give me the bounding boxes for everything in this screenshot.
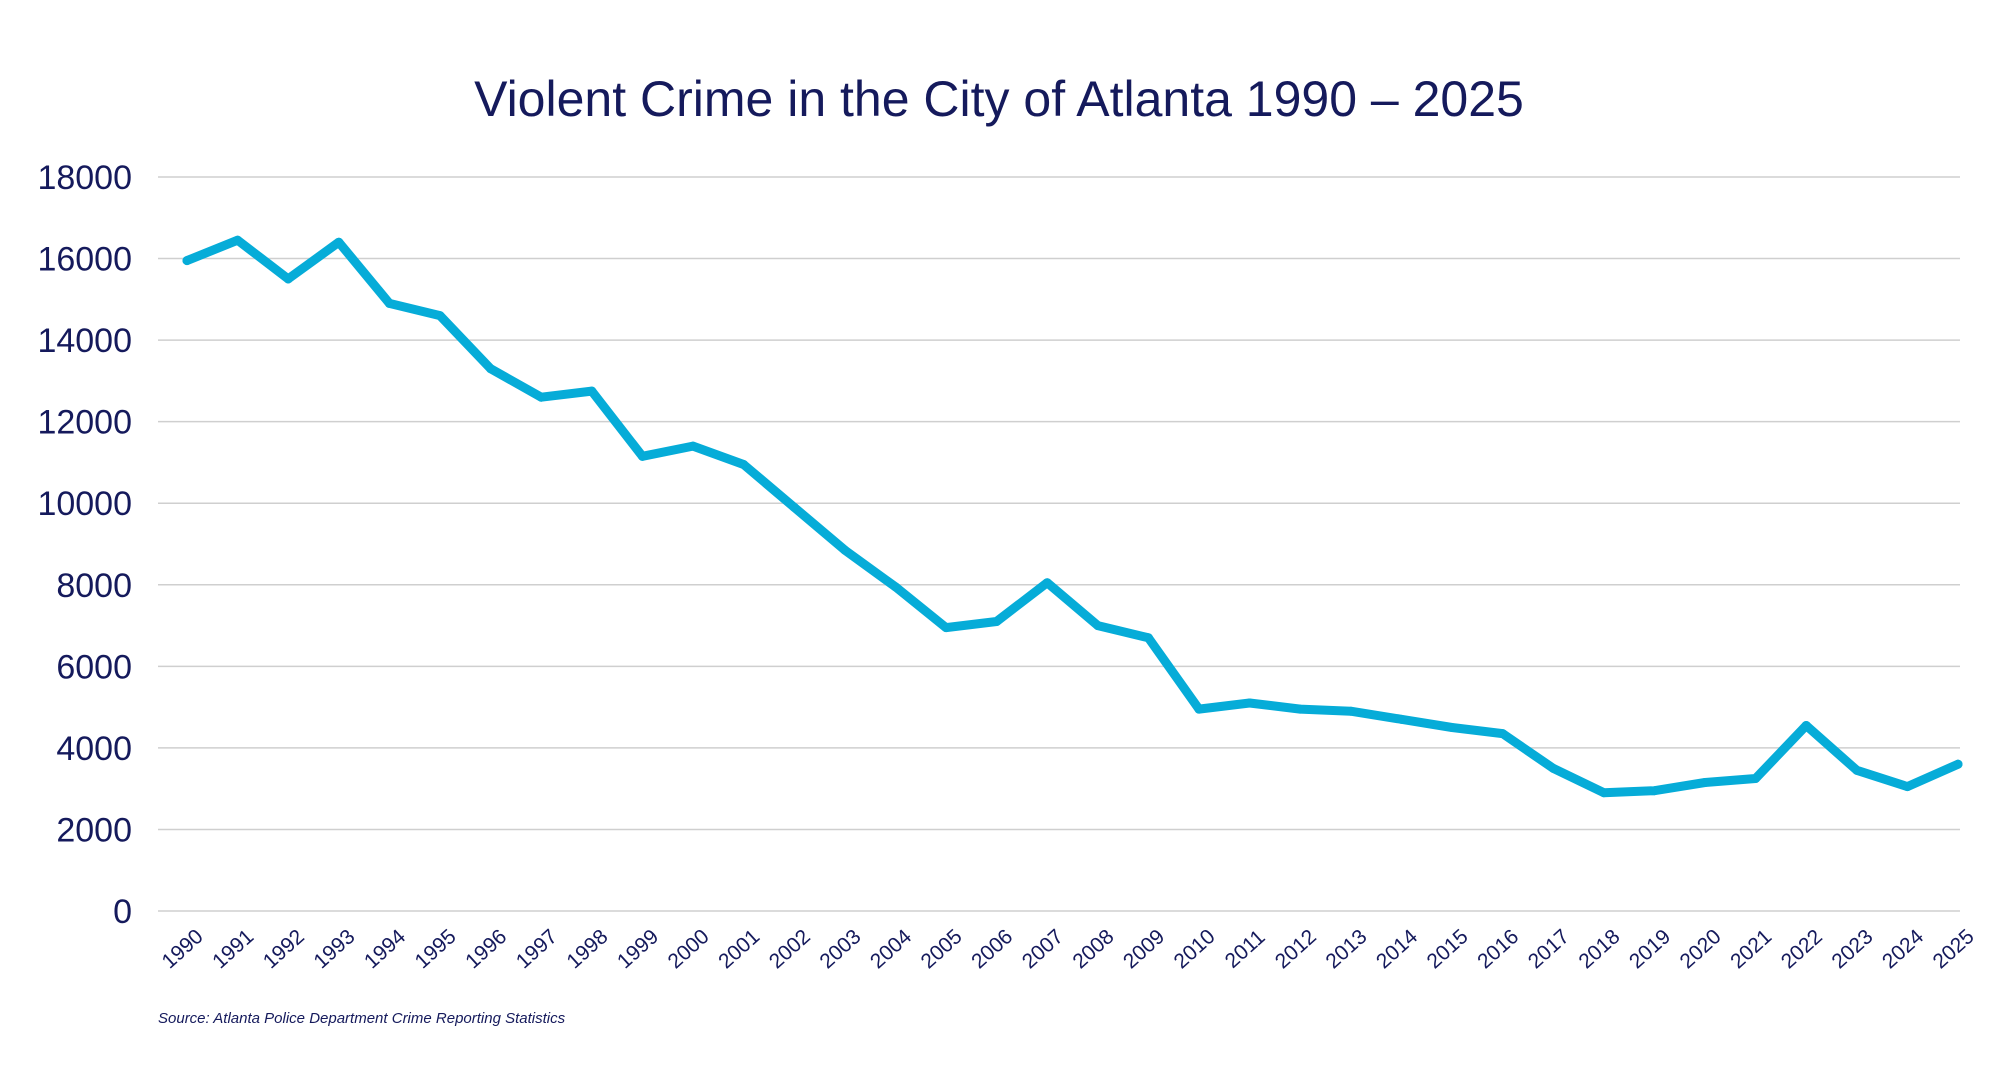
data-point-2015 — [1447, 723, 1457, 732]
source-note: Source: Atlanta Police Department Crime … — [158, 1010, 566, 1027]
x-tick-label: 2007 — [1018, 925, 1068, 973]
x-tick-label: 2011 — [1221, 926, 1270, 973]
data-point-2007 — [1042, 578, 1052, 588]
x-tick-label: 1990 — [158, 925, 208, 973]
x-tick-label: 2020 — [1676, 925, 1726, 973]
x-tick-label: 2001 — [714, 925, 764, 973]
x-tick-label: 2018 — [1574, 925, 1624, 973]
data-point-2003 — [840, 545, 850, 555]
data-point-2011 — [1245, 698, 1255, 708]
y-tick-label: 16000 — [37, 241, 132, 279]
x-tick-label: 2019 — [1625, 925, 1675, 973]
grid-layer — [158, 176, 1960, 912]
data-point-2016 — [1498, 729, 1508, 739]
x-tick-label: 2021 — [1726, 925, 1776, 973]
data-point-2023 — [1852, 765, 1862, 775]
series-line — [182, 235, 1963, 798]
data-point-2002 — [789, 502, 799, 512]
data-point-2010 — [1194, 704, 1204, 714]
y-axis-labels: 0 2000 4000 6000 8000 10000 12000 14000 16000 180… — [37, 159, 132, 931]
y-tick-label: 12000 — [37, 404, 132, 442]
data-point-1998 — [587, 386, 597, 396]
data-point-2012 — [1295, 704, 1305, 714]
series-layer — [182, 235, 1963, 798]
data-point-2024 — [1902, 782, 1912, 792]
data-point-2013 — [1346, 706, 1356, 716]
y-tick-label: 4000 — [56, 730, 132, 768]
x-tick-label: 1998 — [562, 925, 612, 973]
data-point-2006 — [992, 616, 1002, 626]
chart-title: Violent Crime in the City of Atlanta 199… — [474, 71, 1524, 127]
x-tick-label: 2023 — [1827, 925, 1877, 973]
x-tick-label: 1995 — [411, 925, 461, 973]
data-point-1997 — [536, 392, 546, 402]
x-tick-label: 1999 — [613, 925, 663, 973]
x-tick-label: 2010 — [1170, 925, 1220, 973]
data-point-2001 — [739, 459, 749, 469]
data-point-1999 — [637, 451, 647, 461]
data-point-1992 — [283, 274, 293, 284]
data-point-2020 — [1700, 778, 1710, 788]
data-point-2009 — [1143, 633, 1153, 643]
y-tick-label: 14000 — [37, 322, 132, 360]
data-point-1990 — [182, 256, 192, 266]
x-tick-label: 2000 — [664, 925, 714, 973]
data-point-1993 — [334, 237, 344, 247]
x-tick-label: 2003 — [815, 925, 865, 973]
x-tick-label: 2015 — [1423, 925, 1473, 973]
x-tick-label: 1991 — [208, 925, 258, 973]
data-point-1991 — [233, 235, 243, 245]
data-point-1995 — [435, 311, 445, 321]
x-tick-label: 1993 — [309, 925, 359, 973]
x-tick-label: 1994 — [360, 925, 410, 974]
x-tick-label: 2025 — [1929, 925, 1979, 973]
data-point-2005 — [941, 623, 951, 633]
x-tick-label: 2005 — [917, 925, 967, 973]
data-point-1996 — [486, 364, 496, 374]
x-tick-label: 2008 — [1068, 925, 1118, 973]
y-tick-label: 6000 — [56, 648, 132, 686]
x-tick-label: 1996 — [461, 925, 511, 973]
x-axis-labels: 1990 1991 1992 1993 1994 1995 1996 1997 1998 1999… — [158, 925, 1979, 974]
data-point-2025 — [1953, 759, 1963, 769]
x-tick-label: 2016 — [1473, 925, 1523, 973]
y-tick-label: 2000 — [56, 811, 132, 849]
y-tick-label: 18000 — [37, 159, 132, 197]
x-tick-label: 2024 — [1878, 925, 1928, 974]
data-point-2014 — [1396, 714, 1406, 724]
x-tick-label: 2004 — [866, 925, 916, 974]
y-tick-label: 10000 — [37, 485, 132, 523]
x-tick-label: 2009 — [1119, 925, 1169, 973]
data-point-2008 — [1093, 621, 1103, 631]
x-tick-label: 2014 — [1372, 925, 1422, 974]
data-point-2022 — [1801, 720, 1811, 730]
y-tick-label: 0 — [113, 893, 132, 931]
data-point-2019 — [1649, 786, 1659, 796]
x-tick-label: 2002 — [765, 925, 815, 973]
data-point-2021 — [1751, 773, 1761, 783]
y-tick-label: 8000 — [56, 567, 132, 605]
x-tick-label: 2006 — [967, 925, 1017, 973]
x-tick-label: 2017 — [1524, 925, 1574, 973]
data-point-2004 — [890, 582, 900, 592]
x-tick-label: 2012 — [1271, 925, 1321, 973]
x-tick-label: 1992 — [259, 925, 309, 973]
data-point-2000 — [688, 441, 698, 451]
x-tick-label: 2013 — [1321, 925, 1371, 973]
data-point-2017 — [1548, 763, 1558, 773]
data-point-2018 — [1599, 788, 1609, 798]
data-point-1994 — [384, 298, 394, 308]
x-tick-label: 1997 — [512, 925, 562, 973]
x-tick-label: 2022 — [1777, 925, 1827, 973]
